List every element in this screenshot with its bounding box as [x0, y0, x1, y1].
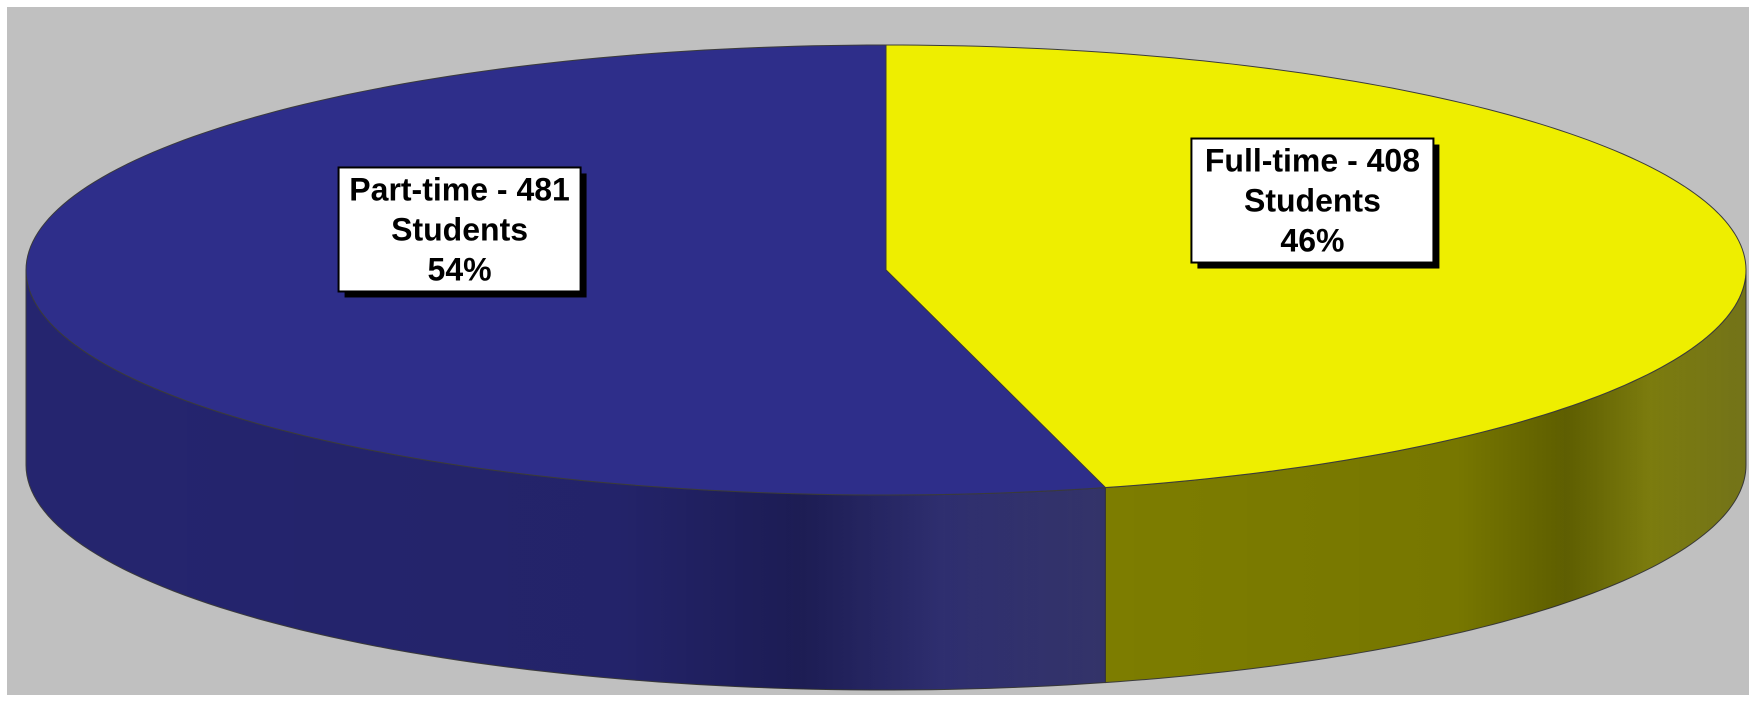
pie-side-shade-part-time [26, 270, 1106, 690]
slice-label-full-time: Full-time - 408 Students 46% [1190, 137, 1440, 269]
slice-label-line: 54% [428, 251, 492, 287]
slice-label-part-time: Part-time - 481 Students 54% [337, 166, 587, 298]
slice-label-line: Part-time - 481 [349, 171, 570, 207]
slice-label-box [1190, 137, 1435, 264]
slice-label-line: Students [391, 211, 528, 247]
slice-label-line: Full-time - 408 [1205, 143, 1420, 179]
slice-label-box [337, 166, 582, 293]
slice-label-line: 46% [1280, 223, 1344, 259]
pie-side-shade-full-time [1105, 270, 1746, 683]
slice-label-line: Students [1244, 183, 1381, 219]
